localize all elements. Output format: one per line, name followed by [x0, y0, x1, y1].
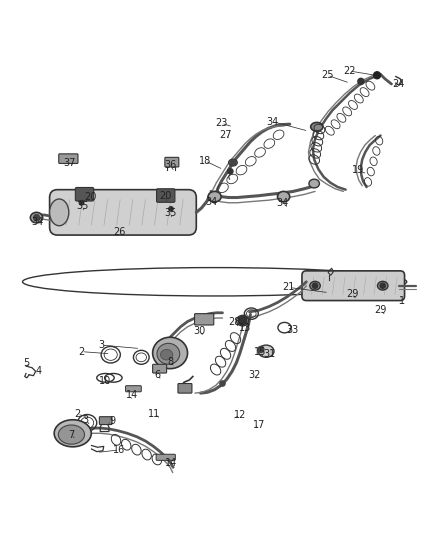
FancyBboxPatch shape: [302, 271, 405, 301]
Ellipse shape: [79, 200, 84, 205]
Text: 2: 2: [74, 409, 80, 419]
Ellipse shape: [58, 425, 85, 444]
Text: 34: 34: [205, 197, 217, 207]
Ellipse shape: [220, 381, 225, 386]
FancyBboxPatch shape: [75, 188, 94, 201]
Text: 17: 17: [253, 419, 265, 430]
Text: 35: 35: [77, 201, 89, 211]
Text: 20: 20: [159, 191, 172, 201]
Text: 27: 27: [219, 130, 232, 140]
FancyBboxPatch shape: [152, 364, 166, 373]
Text: 3: 3: [83, 415, 89, 425]
Ellipse shape: [358, 78, 364, 84]
Text: 29: 29: [346, 288, 358, 298]
Text: 3: 3: [98, 340, 104, 350]
Text: 21: 21: [283, 282, 295, 293]
Text: 34: 34: [266, 117, 279, 126]
Ellipse shape: [157, 343, 180, 364]
Text: 7: 7: [68, 430, 74, 440]
Ellipse shape: [33, 215, 39, 221]
Ellipse shape: [258, 346, 264, 352]
Ellipse shape: [169, 207, 173, 211]
Ellipse shape: [229, 159, 237, 166]
FancyBboxPatch shape: [165, 157, 179, 167]
Ellipse shape: [374, 72, 381, 79]
Text: 37: 37: [64, 158, 76, 167]
Text: 35: 35: [164, 208, 176, 218]
Ellipse shape: [69, 156, 76, 161]
Text: 36: 36: [164, 160, 176, 170]
Ellipse shape: [160, 350, 173, 360]
Ellipse shape: [311, 123, 323, 131]
FancyBboxPatch shape: [178, 384, 192, 393]
Ellipse shape: [30, 212, 42, 223]
Text: 13: 13: [239, 322, 251, 333]
Ellipse shape: [208, 191, 221, 202]
Text: 34: 34: [276, 198, 289, 208]
Ellipse shape: [378, 281, 388, 290]
Text: 34: 34: [32, 217, 44, 227]
Text: 14: 14: [126, 390, 138, 400]
FancyBboxPatch shape: [194, 313, 214, 325]
FancyBboxPatch shape: [156, 189, 175, 203]
Ellipse shape: [309, 179, 319, 188]
Text: 8: 8: [167, 357, 173, 367]
Text: 24: 24: [393, 79, 405, 89]
Ellipse shape: [152, 337, 187, 369]
FancyBboxPatch shape: [59, 154, 78, 164]
Text: 20: 20: [84, 192, 96, 201]
FancyBboxPatch shape: [49, 190, 196, 235]
Text: 18: 18: [199, 156, 211, 166]
Text: 23: 23: [215, 118, 227, 128]
Ellipse shape: [312, 283, 318, 288]
Text: 5: 5: [23, 358, 29, 368]
Text: 10: 10: [99, 376, 112, 386]
FancyBboxPatch shape: [99, 417, 112, 425]
Text: 19: 19: [352, 165, 364, 175]
Text: 2: 2: [78, 346, 85, 357]
Ellipse shape: [62, 156, 69, 161]
Ellipse shape: [258, 345, 274, 357]
Ellipse shape: [278, 191, 290, 202]
Text: 12: 12: [234, 410, 246, 420]
Text: 31: 31: [263, 349, 276, 359]
Ellipse shape: [54, 420, 91, 447]
Ellipse shape: [49, 199, 69, 225]
Text: 22: 22: [343, 66, 355, 76]
Text: 14: 14: [165, 458, 177, 468]
Text: 30: 30: [193, 326, 205, 336]
Text: 1: 1: [399, 296, 406, 306]
Text: 6: 6: [155, 370, 161, 380]
FancyBboxPatch shape: [126, 386, 141, 392]
Text: 33: 33: [286, 325, 298, 335]
Ellipse shape: [380, 283, 385, 288]
Text: 32: 32: [249, 370, 261, 380]
FancyBboxPatch shape: [156, 454, 175, 461]
Text: 15: 15: [254, 346, 267, 357]
Text: 9: 9: [109, 416, 115, 426]
Text: 26: 26: [113, 227, 126, 237]
Text: 16: 16: [113, 445, 126, 455]
Text: 29: 29: [374, 305, 387, 315]
Text: 11: 11: [148, 409, 160, 419]
Text: 28: 28: [228, 317, 240, 327]
Ellipse shape: [228, 169, 233, 174]
Ellipse shape: [310, 281, 320, 290]
Text: 4: 4: [36, 366, 42, 376]
Ellipse shape: [230, 160, 236, 165]
Text: 25: 25: [321, 70, 333, 80]
Ellipse shape: [238, 316, 247, 325]
